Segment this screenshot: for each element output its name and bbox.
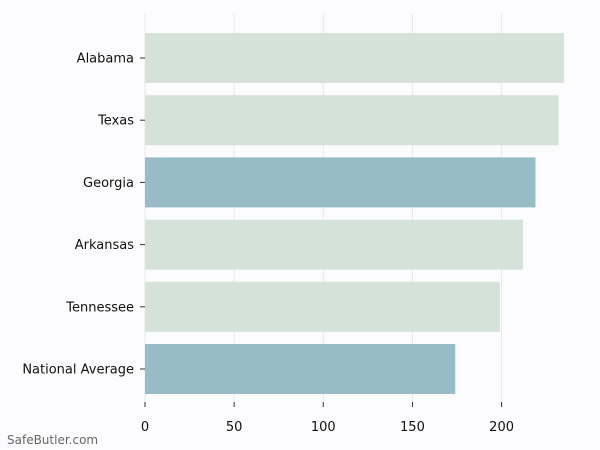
category-label-2: Georgia [83, 176, 134, 191]
x-tick-label-1: 50 [226, 420, 243, 435]
bar-2 [145, 157, 536, 208]
category-label-0: Alabama [77, 52, 134, 67]
bar-5 [145, 344, 456, 394]
bar-0 [145, 33, 564, 83]
bar-4 [145, 281, 500, 332]
x-tick-label-2: 100 [311, 420, 336, 435]
bar-3 [145, 219, 523, 270]
x-tick-label-3: 150 [400, 420, 425, 435]
category-label-4: Tennessee [65, 300, 134, 315]
category-label-1: Texas [97, 114, 134, 129]
category-label-5: National Average [22, 363, 134, 378]
x-tick-label-0: 0 [141, 420, 149, 435]
watermark: SafeButler.com [7, 433, 99, 447]
x-tick-label-4: 200 [489, 420, 514, 435]
bar-1 [145, 95, 559, 146]
category-label-3: Arkansas [75, 238, 134, 253]
